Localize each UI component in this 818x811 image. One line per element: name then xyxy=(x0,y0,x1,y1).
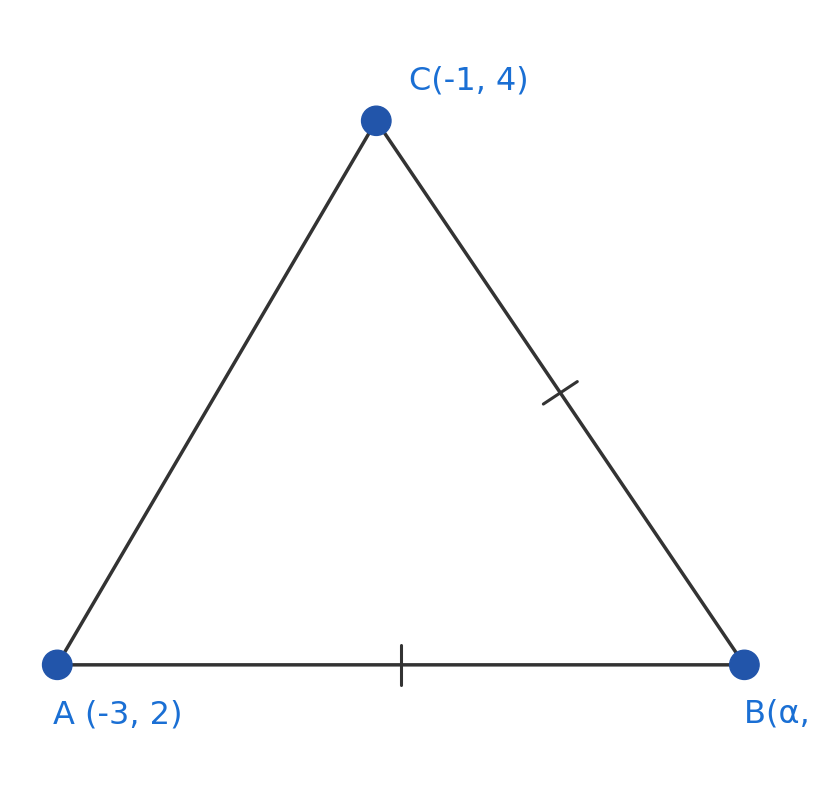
Circle shape xyxy=(730,650,759,680)
Circle shape xyxy=(362,107,391,136)
Text: A (-3, 2): A (-3, 2) xyxy=(53,698,182,729)
Text: C(-1, 4): C(-1, 4) xyxy=(409,66,528,97)
Text: B(α, β): B(α, β) xyxy=(744,698,818,729)
Circle shape xyxy=(43,650,72,680)
